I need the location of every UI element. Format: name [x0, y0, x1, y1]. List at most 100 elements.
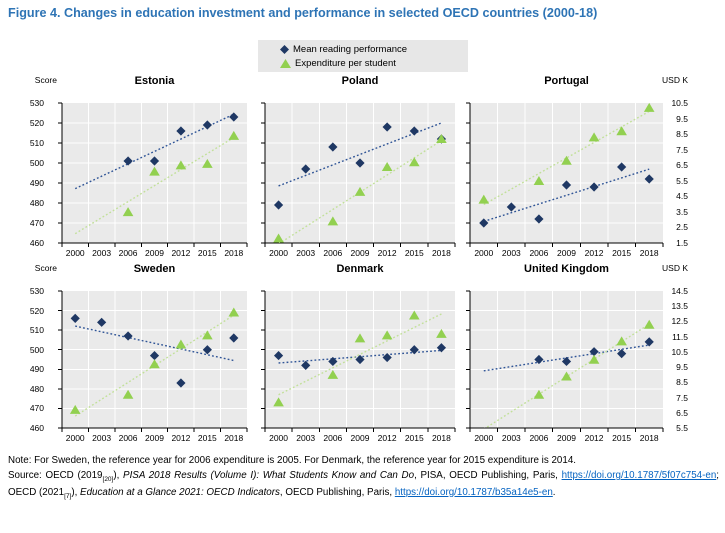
triangle-marker — [381, 161, 393, 171]
x-tick-label: 2003 — [92, 248, 112, 258]
score-tick-label: 480 — [29, 198, 44, 208]
usdk-tick-label: 5.5 — [676, 175, 688, 186]
triangle-marker — [478, 194, 490, 204]
diamond-marker — [617, 349, 627, 359]
triangle-marker — [228, 130, 240, 140]
expenditure-trendline — [74, 136, 235, 235]
legend-label-expenditure: Expenditure per student — [295, 57, 396, 69]
source-text-segment: ), — [71, 486, 81, 498]
x-tick-label: 2015 — [197, 248, 217, 258]
x-tick-label: 2012 — [584, 433, 604, 443]
score-tick-label: 530 — [29, 98, 44, 108]
x-tick-label: 2018 — [224, 248, 244, 258]
score-tick-label: 470 — [29, 218, 44, 228]
reading-trendline — [483, 168, 650, 223]
x-tick-label: 2018 — [639, 248, 659, 258]
source-link[interactable]: https://doi.org/10.1787/5f07c754-en — [561, 470, 717, 481]
x-tick-label: 2000 — [65, 248, 85, 258]
x-tick-label: 2015 — [404, 248, 424, 258]
plot-portugal — [466, 102, 664, 247]
diamond-icon — [280, 44, 289, 54]
score-tick-label: 520 — [29, 305, 44, 316]
triangle-marker — [643, 102, 655, 112]
score-tick-label: 460 — [29, 238, 44, 248]
x-tick-label: 2003 — [501, 248, 521, 258]
x-tick-label: 2006 — [118, 433, 138, 443]
triangle-marker — [408, 157, 420, 167]
source-link[interactable]: https://doi.org/10.1787/b35a14e5-en — [394, 486, 553, 498]
usdk-tick-label: 1.5 — [676, 238, 688, 248]
diamond-marker — [301, 164, 311, 174]
usdk-tick-label: 14.5 — [671, 286, 688, 296]
x-tick-label: 2012 — [171, 433, 191, 443]
right-axis-title: USD K — [662, 75, 688, 85]
legend: Mean reading performance Expenditure per… — [258, 40, 468, 72]
score-tick-label: 520 — [29, 118, 44, 128]
legend-label-reading: Mean reading performance — [293, 43, 408, 55]
x-tick-label: 2012 — [171, 248, 191, 258]
x-tick-label: 2006 — [323, 433, 343, 443]
triangle-marker — [149, 359, 160, 369]
x-tick-label: 2006 — [118, 248, 138, 258]
figure-title: Figure 4. Changes in education investmen… — [8, 6, 598, 20]
chart-title-estonia: Estonia — [134, 75, 175, 87]
x-tick-label: 2009 — [145, 433, 164, 443]
triangle-marker — [588, 354, 600, 364]
source-text: Source: OECD (2019[20]), PISA 2018 Resul… — [8, 468, 719, 501]
x-tick-label: 2003 — [296, 248, 316, 258]
right-axis-title: USD K — [662, 263, 688, 273]
triangle-marker — [327, 369, 339, 379]
triangle-marker — [616, 126, 627, 136]
usdk-tick-label: 12.5 — [671, 316, 688, 327]
triangle-marker — [643, 319, 655, 329]
triangle-marker — [354, 186, 366, 196]
x-tick-label: 2018 — [431, 433, 451, 443]
x-tick-label: 2000 — [269, 248, 289, 258]
plot-estonia — [58, 102, 248, 247]
usdk-tick-label: 9.5 — [676, 113, 688, 124]
triangle-marker — [354, 333, 366, 343]
source-text-segment: , OECD Publishing, Paris, — [279, 486, 395, 498]
score-tick-label: 510 — [29, 325, 44, 336]
triangle-marker — [561, 371, 572, 381]
x-tick-label: 2012 — [377, 433, 397, 443]
usdk-tick-label: 2.5 — [676, 222, 688, 233]
chart-title-united-kingdom: United Kingdom — [524, 263, 609, 275]
triangle-marker — [588, 132, 600, 142]
diamond-marker — [561, 180, 572, 190]
score-tick-label: 480 — [29, 383, 44, 394]
diamond-marker — [355, 354, 365, 365]
diamond-marker — [202, 120, 212, 130]
x-tick-label: 2003 — [296, 433, 316, 443]
score-tick-label: 490 — [29, 178, 44, 188]
chart-title-sweden: Sweden — [133, 263, 176, 275]
usdk-tick-label: 10.5 — [671, 346, 688, 357]
note-text: Note: For Sweden, the reference year for… — [8, 455, 576, 466]
x-tick-label: 2009 — [145, 248, 164, 258]
diamond-marker — [355, 158, 365, 168]
usdk-tick-label: 8.5 — [676, 377, 688, 388]
usdk-tick-label: 3.5 — [676, 206, 688, 217]
usdk-tick-label: 5.5 — [676, 423, 688, 433]
usdk-tick-label: 10.5 — [671, 98, 688, 108]
usdk-tick-label: 6.5 — [676, 407, 688, 418]
x-tick-label: 2009 — [350, 433, 370, 443]
score-tick-label: 490 — [29, 364, 44, 375]
x-tick-label: 2012 — [584, 248, 604, 258]
source-text-segment: Source: OECD (2019 — [8, 470, 103, 481]
x-tick-label: 2015 — [612, 433, 632, 443]
x-tick-label: 2018 — [224, 433, 244, 443]
diamond-marker — [561, 356, 572, 367]
diamond-marker — [534, 354, 544, 365]
triangle-marker — [533, 389, 545, 399]
usdk-tick-label: 7.5 — [676, 144, 688, 155]
triangle-icon — [280, 58, 291, 68]
diamond-marker — [506, 202, 516, 212]
source-italic-segment: Education at a Glance 2021: OECD Indicat… — [80, 486, 280, 498]
triangle-marker — [122, 389, 134, 399]
legend-item-reading: Mean reading performance — [280, 42, 468, 56]
x-tick-label: 2006 — [529, 433, 549, 443]
x-tick-label: 2003 — [501, 433, 521, 443]
triangle-marker — [273, 397, 284, 407]
triangle-marker — [202, 330, 213, 340]
